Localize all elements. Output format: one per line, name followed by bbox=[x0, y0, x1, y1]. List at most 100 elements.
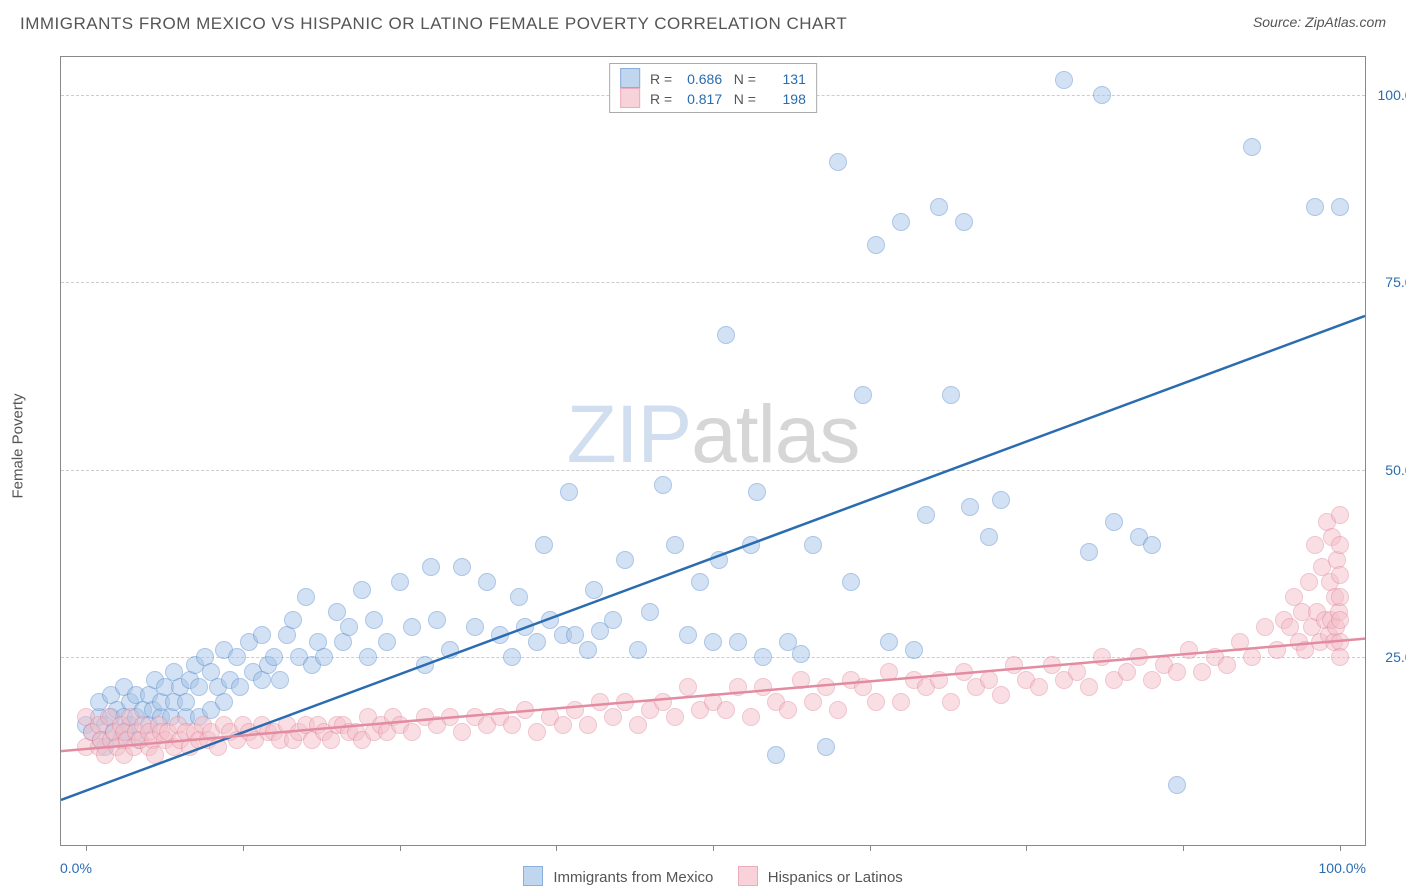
data-point-mexico bbox=[365, 611, 383, 629]
data-point-hispanic bbox=[146, 746, 164, 764]
data-point-mexico bbox=[604, 611, 622, 629]
data-point-mexico bbox=[942, 386, 960, 404]
data-point-mexico bbox=[453, 558, 471, 576]
data-point-mexico bbox=[817, 738, 835, 756]
data-point-mexico bbox=[717, 326, 735, 344]
data-point-mexico bbox=[535, 536, 553, 554]
y-tick-label: 25.0% bbox=[1370, 649, 1406, 665]
data-point-mexico bbox=[930, 198, 948, 216]
data-point-hispanic bbox=[604, 708, 622, 726]
data-point-mexico bbox=[560, 483, 578, 501]
data-point-mexico bbox=[892, 213, 910, 231]
legend-label-mexico: Immigrants from Mexico bbox=[553, 869, 713, 886]
y-tick-label: 50.0% bbox=[1370, 462, 1406, 478]
data-point-mexico bbox=[1093, 86, 1111, 104]
data-point-mexico bbox=[616, 551, 634, 569]
chart-title: IMMIGRANTS FROM MEXICO VS HISPANIC OR LA… bbox=[20, 14, 847, 33]
data-point-mexico bbox=[378, 633, 396, 651]
data-point-mexico bbox=[416, 656, 434, 674]
data-point-hispanic bbox=[1143, 671, 1161, 689]
data-point-mexico bbox=[503, 648, 521, 666]
data-point-mexico bbox=[1168, 776, 1186, 794]
data-point-mexico bbox=[629, 641, 647, 659]
legend-swatch-hispanic bbox=[620, 88, 640, 108]
x-tick bbox=[870, 845, 871, 851]
data-point-hispanic bbox=[1306, 536, 1324, 554]
data-point-hispanic bbox=[1331, 536, 1349, 554]
data-point-hispanic bbox=[829, 701, 847, 719]
x-tick bbox=[713, 845, 714, 851]
data-point-hispanic bbox=[1331, 588, 1349, 606]
data-point-hispanic bbox=[1180, 641, 1198, 659]
data-point-mexico bbox=[478, 573, 496, 591]
data-point-mexico bbox=[729, 633, 747, 651]
data-point-mexico bbox=[253, 626, 271, 644]
data-point-hispanic bbox=[817, 678, 835, 696]
data-point-mexico bbox=[271, 671, 289, 689]
data-point-mexico bbox=[284, 611, 302, 629]
y-tick-label: 75.0% bbox=[1370, 274, 1406, 290]
data-point-hispanic bbox=[629, 716, 647, 734]
data-point-hispanic bbox=[1256, 618, 1274, 636]
data-point-hispanic bbox=[1068, 663, 1086, 681]
legend-row-mexico: R = 0.686 N = 131 bbox=[620, 68, 806, 88]
data-point-mexico bbox=[1055, 71, 1073, 89]
data-point-mexico bbox=[679, 626, 697, 644]
data-point-hispanic bbox=[579, 716, 597, 734]
gridline bbox=[61, 282, 1365, 283]
chart-header: IMMIGRANTS FROM MEXICO VS HISPANIC OR LA… bbox=[0, 0, 1406, 50]
series-legend: Immigrants from Mexico Hispanics or Lati… bbox=[0, 866, 1406, 886]
data-point-mexico bbox=[541, 611, 559, 629]
data-point-hispanic bbox=[779, 701, 797, 719]
data-point-mexico bbox=[1306, 198, 1324, 216]
data-point-mexico bbox=[441, 641, 459, 659]
data-point-hispanic bbox=[1130, 648, 1148, 666]
data-point-hispanic bbox=[403, 723, 421, 741]
data-point-hispanic bbox=[209, 738, 227, 756]
data-point-mexico bbox=[315, 648, 333, 666]
data-point-hispanic bbox=[1118, 663, 1136, 681]
data-point-mexico bbox=[528, 633, 546, 651]
data-point-mexico bbox=[466, 618, 484, 636]
data-point-mexico bbox=[265, 648, 283, 666]
data-point-hispanic bbox=[1005, 656, 1023, 674]
data-point-mexico bbox=[510, 588, 528, 606]
data-point-mexico bbox=[666, 536, 684, 554]
legend-swatch-hispanic-bottom bbox=[738, 866, 758, 886]
data-point-mexico bbox=[961, 498, 979, 516]
data-point-mexico bbox=[829, 153, 847, 171]
data-point-mexico bbox=[1331, 198, 1349, 216]
gridline bbox=[61, 470, 1365, 471]
data-point-mexico bbox=[867, 236, 885, 254]
data-point-hispanic bbox=[1043, 656, 1061, 674]
data-point-mexico bbox=[353, 581, 371, 599]
data-point-mexico bbox=[1243, 138, 1261, 156]
data-point-hispanic bbox=[792, 671, 810, 689]
plot-area: 25.0%50.0%75.0%100.0% ZIPatlas R = 0.686… bbox=[60, 56, 1366, 846]
data-point-hispanic bbox=[1331, 648, 1349, 666]
data-point-hispanic bbox=[1030, 678, 1048, 696]
data-point-mexico bbox=[516, 618, 534, 636]
data-point-hispanic bbox=[980, 671, 998, 689]
data-point-mexico bbox=[955, 213, 973, 231]
data-point-hispanic bbox=[679, 678, 697, 696]
data-point-mexico bbox=[340, 618, 358, 636]
data-point-mexico bbox=[754, 648, 772, 666]
data-point-hispanic bbox=[516, 701, 534, 719]
data-point-hispanic bbox=[754, 678, 772, 696]
data-point-mexico bbox=[177, 693, 195, 711]
data-point-mexico bbox=[854, 386, 872, 404]
data-point-hispanic bbox=[1193, 663, 1211, 681]
data-point-hispanic bbox=[729, 678, 747, 696]
data-point-hispanic bbox=[591, 693, 609, 711]
data-point-mexico bbox=[391, 573, 409, 591]
data-point-mexico bbox=[710, 551, 728, 569]
x-tick bbox=[556, 845, 557, 851]
data-point-mexico bbox=[297, 588, 315, 606]
data-point-mexico bbox=[428, 611, 446, 629]
data-point-mexico bbox=[1105, 513, 1123, 531]
data-point-hispanic bbox=[892, 693, 910, 711]
data-point-mexico bbox=[704, 633, 722, 651]
data-point-mexico bbox=[1080, 543, 1098, 561]
data-point-hispanic bbox=[804, 693, 822, 711]
